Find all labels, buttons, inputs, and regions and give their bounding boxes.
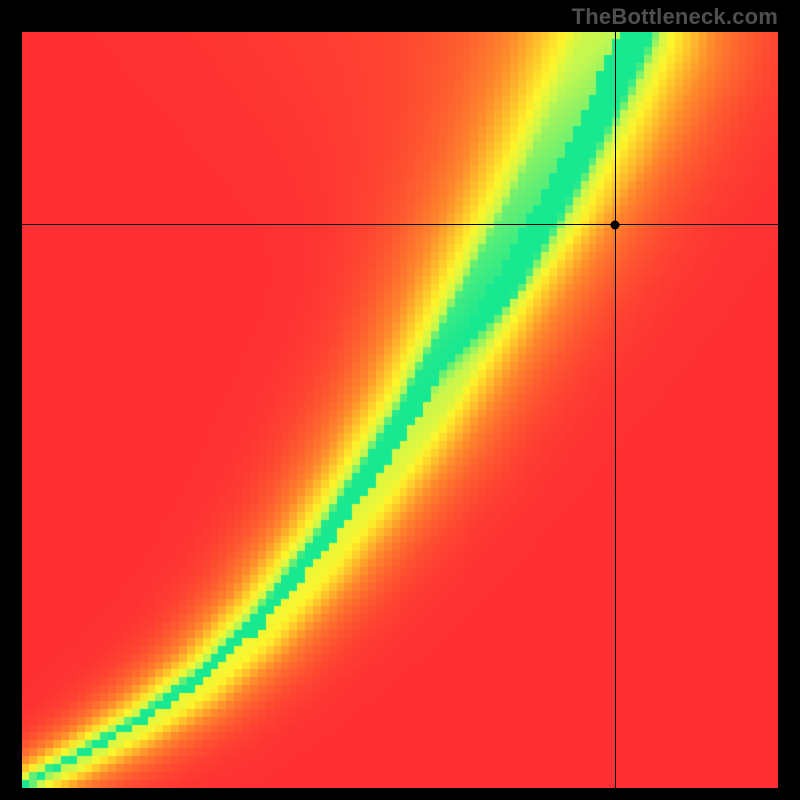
chart-frame [22, 32, 778, 788]
crosshair-horizontal [22, 224, 778, 225]
watermark-text: TheBottleneck.com [572, 4, 778, 30]
chart-container: TheBottleneck.com [0, 0, 800, 800]
crosshair-vertical [615, 32, 616, 788]
heatmap-canvas [22, 32, 778, 788]
marker-point [611, 220, 620, 229]
